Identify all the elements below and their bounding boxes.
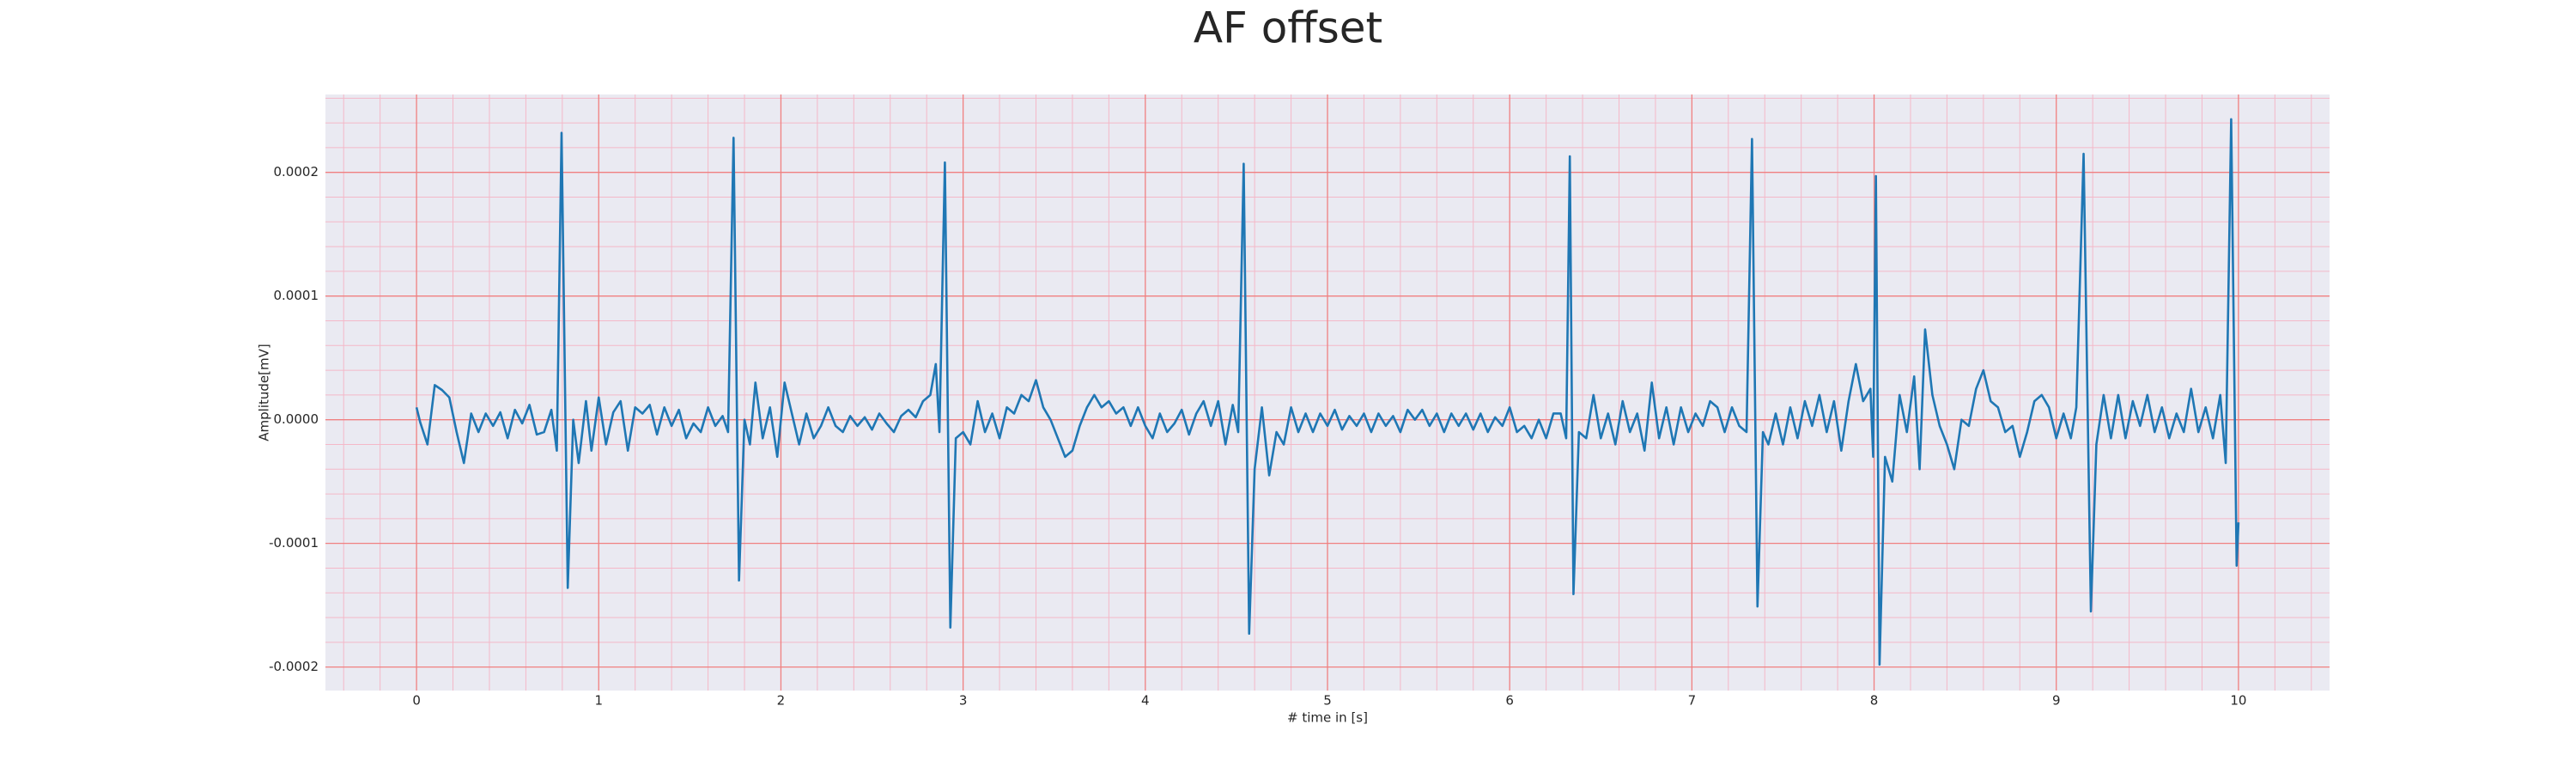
chart-title: AF offset	[1194, 3, 1382, 53]
marks	[415, 118, 2240, 666]
x-tick-label: 7	[1688, 693, 1697, 709]
signal-line	[415, 118, 2240, 666]
x-tick-label: 4	[1141, 693, 1150, 709]
x-tick-label: 0	[412, 693, 421, 709]
x-tick-label: 10	[2230, 693, 2246, 709]
x-tick-label: 5	[1323, 693, 1332, 709]
y-axis-label: Amplitude[mV]	[257, 344, 272, 441]
y-tick-label: 0.0000	[274, 411, 319, 427]
x-tick-label: 9	[2052, 693, 2061, 709]
x-tick-label: 2	[777, 693, 786, 709]
y-tick-label: 0.0002	[274, 164, 319, 180]
y-tick-label: 0.0001	[274, 288, 319, 303]
x-tick-label: 3	[959, 693, 968, 709]
x-tick-label: 1	[594, 693, 603, 709]
x-tick-label: 6	[1505, 693, 1514, 709]
x-tick-label: 8	[1870, 693, 1879, 709]
y-tick-label: -0.0002	[269, 659, 319, 674]
x-axis-label: # time in [s]	[1287, 710, 1368, 726]
y-tick-label: -0.0001	[269, 535, 319, 551]
